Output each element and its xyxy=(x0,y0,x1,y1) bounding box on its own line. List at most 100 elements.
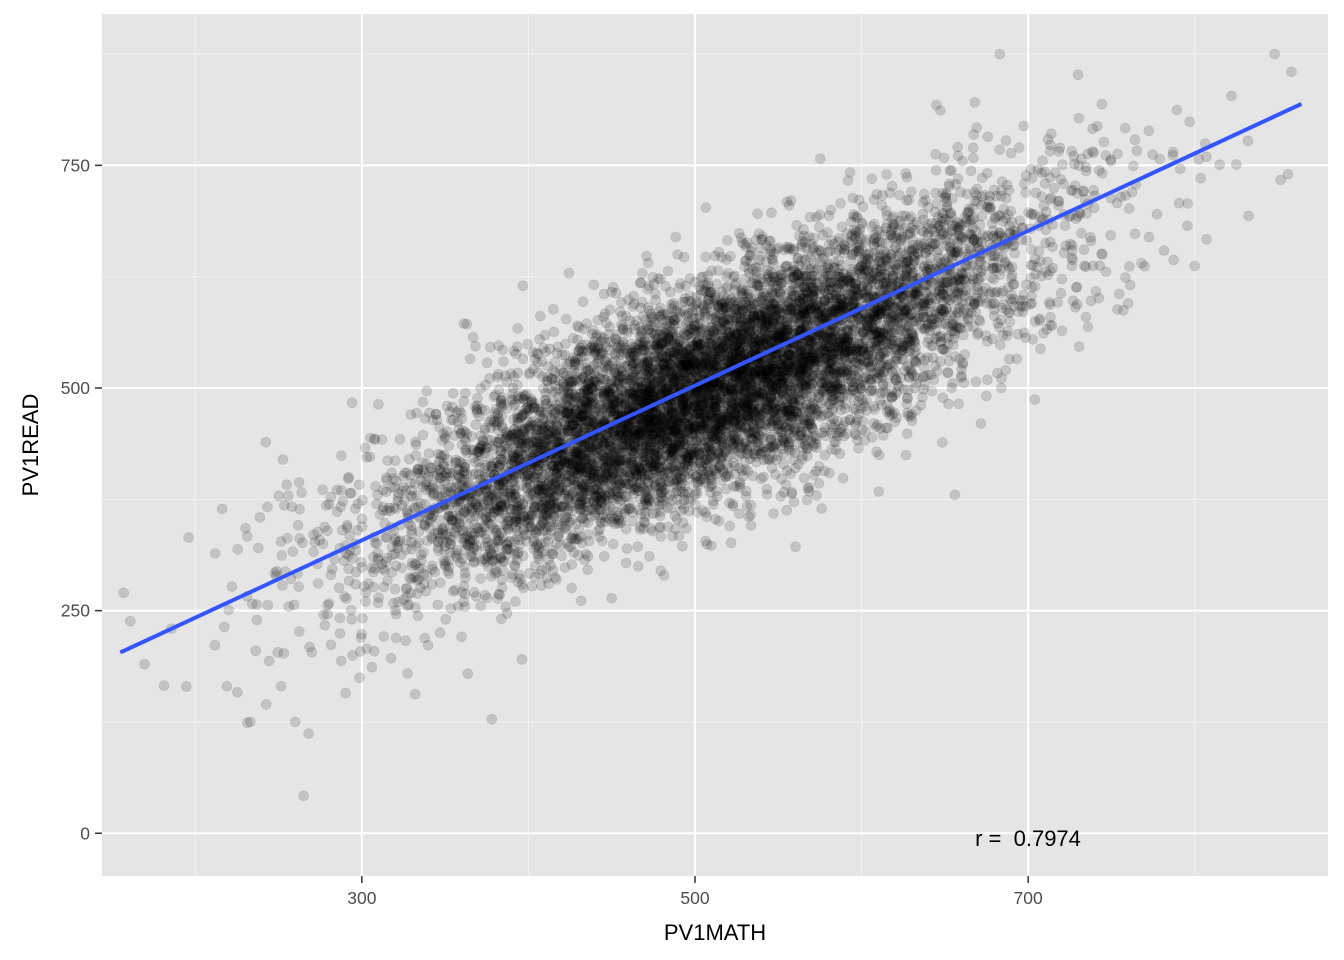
data-point xyxy=(334,628,346,639)
data-point xyxy=(731,298,743,309)
data-point xyxy=(708,430,720,442)
data-point xyxy=(417,396,429,408)
data-point xyxy=(828,377,840,388)
data-point xyxy=(868,417,880,429)
data-point xyxy=(536,419,548,430)
data-point xyxy=(262,599,274,611)
data-point xyxy=(644,373,655,385)
data-point xyxy=(982,374,993,386)
data-point xyxy=(828,281,839,292)
data-point xyxy=(834,298,846,310)
data-point xyxy=(292,519,304,531)
data-point xyxy=(671,340,682,352)
data-point xyxy=(1018,120,1030,132)
data-point xyxy=(434,627,446,638)
data-point xyxy=(881,278,893,289)
data-point xyxy=(495,553,507,565)
data-point xyxy=(689,390,701,402)
data-point xyxy=(262,501,273,513)
data-point xyxy=(722,404,734,416)
data-point xyxy=(511,525,523,537)
data-point xyxy=(588,350,600,361)
data-point xyxy=(901,428,913,440)
data-point xyxy=(394,434,406,445)
data-point xyxy=(681,428,693,440)
data-point xyxy=(1057,159,1068,170)
data-point xyxy=(901,398,913,410)
data-point xyxy=(814,153,826,164)
data-point xyxy=(780,330,791,342)
data-point xyxy=(717,350,728,362)
data-point xyxy=(390,503,402,514)
data-point xyxy=(967,152,979,164)
data-point xyxy=(876,399,888,411)
data-point xyxy=(1033,245,1045,257)
data-point xyxy=(761,322,773,333)
data-point xyxy=(536,564,548,576)
data-point xyxy=(761,364,773,376)
data-point xyxy=(733,329,744,341)
data-point xyxy=(464,353,476,365)
data-point xyxy=(874,363,886,375)
data-point xyxy=(766,207,777,219)
data-point xyxy=(795,255,807,267)
data-point xyxy=(1079,260,1090,272)
data-point xyxy=(733,228,745,239)
data-point xyxy=(605,378,617,389)
data-point xyxy=(761,489,773,500)
data-point xyxy=(287,546,299,557)
data-point xyxy=(792,252,804,264)
data-point xyxy=(719,409,731,421)
data-point xyxy=(547,304,559,315)
data-point xyxy=(556,550,567,562)
data-point xyxy=(1078,244,1090,255)
data-points xyxy=(118,48,1297,802)
data-point xyxy=(1044,236,1056,248)
grid-minor xyxy=(102,14,1328,876)
data-point xyxy=(578,395,590,407)
data-point xyxy=(447,387,459,399)
data-point xyxy=(677,540,688,552)
data-point xyxy=(783,200,795,211)
data-point xyxy=(875,263,887,274)
data-point xyxy=(1056,273,1068,285)
data-point xyxy=(652,449,664,461)
data-point xyxy=(652,344,664,355)
data-point xyxy=(822,371,834,383)
data-point xyxy=(296,487,307,498)
data-point xyxy=(534,310,546,322)
data-point xyxy=(1004,316,1016,328)
data-point xyxy=(607,450,619,462)
data-point xyxy=(825,327,836,339)
data-point xyxy=(556,402,568,413)
data-point xyxy=(807,424,819,435)
data-point xyxy=(598,288,610,300)
data-point xyxy=(953,398,965,410)
data-point xyxy=(908,299,919,311)
data-point xyxy=(470,499,482,511)
data-point xyxy=(952,141,964,153)
data-point xyxy=(1167,146,1179,158)
data-point xyxy=(722,235,733,246)
data-point xyxy=(682,344,694,356)
data-point xyxy=(434,577,446,589)
data-point xyxy=(560,313,572,325)
data-point xyxy=(1066,145,1077,157)
data-point xyxy=(389,455,401,467)
data-point xyxy=(654,345,666,357)
data-point xyxy=(761,330,773,342)
data-point xyxy=(682,398,693,410)
data-point xyxy=(616,398,627,409)
data-point xyxy=(668,350,680,361)
data-point xyxy=(670,330,682,342)
data-point xyxy=(461,318,473,330)
data-point xyxy=(958,274,969,285)
data-point xyxy=(785,409,797,421)
data-point xyxy=(604,304,616,316)
data-point xyxy=(459,561,470,572)
data-point xyxy=(582,345,594,356)
data-point xyxy=(662,265,674,277)
data-point xyxy=(975,418,987,429)
data-point xyxy=(1001,330,1013,342)
data-point xyxy=(366,661,378,673)
